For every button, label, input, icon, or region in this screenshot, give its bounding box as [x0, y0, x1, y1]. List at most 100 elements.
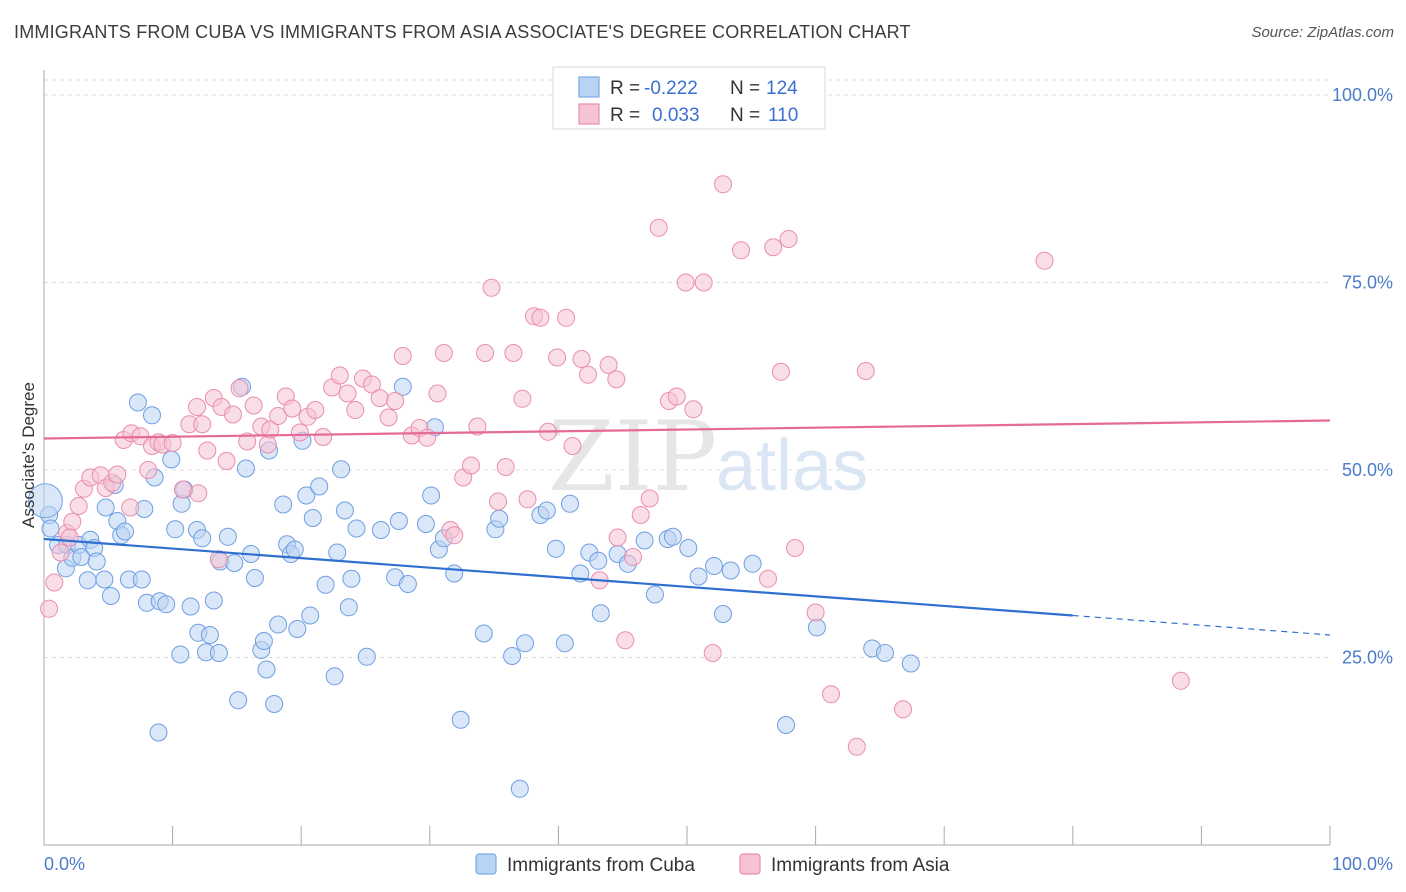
cuba-point	[807, 618, 826, 637]
cuba-point	[663, 527, 682, 546]
asia-point	[224, 405, 242, 424]
cuba-point	[635, 531, 654, 550]
cuba-point	[257, 660, 276, 679]
cuba-point	[347, 519, 366, 538]
legend-n-label-cuba: N =	[730, 78, 760, 99]
asia-point	[238, 432, 257, 451]
bottom-legend-label-asia: Immigrants from Asia	[771, 855, 950, 876]
asia-point	[496, 458, 515, 476]
axes	[43, 70, 1331, 846]
cuba-point	[269, 615, 288, 634]
asia-point	[370, 389, 389, 407]
cuba-point	[166, 520, 185, 539]
y-tick-label-3: 100.0%	[1332, 85, 1393, 105]
asia-point	[258, 435, 277, 454]
cuba-point	[416, 515, 435, 533]
cuba-point	[510, 779, 529, 798]
asia-point	[579, 365, 597, 384]
cuba-point	[516, 634, 534, 653]
asia-point	[557, 308, 576, 327]
legend-n-value-cuba: 124	[766, 78, 798, 99]
cuba-point	[132, 570, 151, 589]
asia-point	[209, 550, 228, 569]
cuba-point	[95, 570, 114, 589]
asia-point	[121, 498, 140, 517]
asia-point	[244, 396, 263, 415]
cuba-point	[537, 501, 556, 520]
asia-point	[217, 452, 236, 470]
cuba-point	[236, 459, 255, 478]
cuba-point	[561, 494, 579, 513]
asia-point	[362, 375, 381, 394]
chart-source: Source: ZipAtlas.com	[1251, 24, 1394, 41]
legend-swatch-asia	[578, 103, 600, 125]
cuba-point	[876, 644, 894, 662]
asia-point	[624, 548, 642, 566]
cuba-point	[41, 519, 60, 538]
asia-point	[631, 506, 650, 524]
asia-point	[482, 278, 501, 297]
asia-point	[531, 308, 550, 327]
legend-r-label-cuba: R =	[610, 78, 640, 99]
asia-point	[694, 273, 713, 292]
asia-point	[518, 490, 537, 509]
asia-point	[108, 465, 127, 484]
cuba-point	[451, 710, 470, 729]
chart-title: IMMIGRANTS FROM CUBA VS IMMIGRANTS FROM …	[14, 22, 911, 42]
asia-point	[847, 737, 866, 756]
asia-point	[607, 370, 626, 389]
cuba-point	[162, 450, 181, 469]
cuba-point	[265, 695, 284, 713]
cuba-point	[705, 557, 723, 575]
cuba-point	[357, 647, 376, 666]
asia-point	[599, 356, 618, 374]
asia-point	[1035, 251, 1054, 270]
asia-point	[703, 644, 722, 662]
cuba-point	[777, 716, 795, 734]
data-points	[27, 175, 1190, 798]
cuba-point	[389, 512, 408, 530]
cuba-point	[393, 377, 412, 396]
cuba-point	[274, 495, 293, 514]
asia-point	[649, 218, 668, 237]
asia-point	[290, 423, 309, 442]
cuba-point	[325, 667, 344, 686]
asia-point	[764, 238, 783, 257]
cuba-point	[714, 605, 732, 623]
legend-n-value-asia: 110	[768, 105, 798, 126]
cuba-point	[316, 575, 335, 594]
cuba-point	[101, 587, 120, 605]
cuba-point	[149, 723, 168, 742]
asia-point	[616, 631, 635, 650]
asia-point	[806, 603, 825, 622]
asia-point	[489, 492, 507, 511]
cuba-point	[116, 522, 134, 541]
cuba-point	[303, 509, 322, 527]
asia-point	[51, 543, 70, 562]
asia-point	[269, 407, 288, 425]
cuba-point	[96, 498, 115, 517]
cuba-point	[285, 540, 304, 559]
asia-point	[379, 408, 398, 427]
y-tick-label-2: 75.0%	[1342, 273, 1393, 293]
cuba-point	[398, 575, 417, 593]
asia-point	[40, 599, 59, 618]
cuba-trend-line	[43, 537, 1073, 617]
watermark-atlas: atlas	[716, 426, 868, 506]
asia-point	[759, 569, 777, 588]
asia-point	[714, 175, 732, 194]
legend-r-value-cuba: -0.222	[644, 78, 698, 99]
cuba-point	[87, 552, 106, 571]
legend-swatch-cuba	[578, 76, 600, 98]
asia-point	[283, 399, 302, 418]
cuba-point	[371, 521, 390, 539]
asia-point	[45, 573, 64, 592]
stats-legend: R = -0.222 N = 124 R = 0.033 N = 110	[552, 66, 826, 130]
cuba-point	[555, 634, 574, 653]
y-tick-label-1: 50.0%	[1342, 460, 1393, 480]
asia-point	[346, 401, 365, 419]
bottom-legend-swatch-asia	[739, 853, 761, 875]
y-tick-labels: 25.0% 50.0% 75.0% 100.0%	[1332, 85, 1393, 668]
asia-point	[856, 362, 875, 380]
asia-point	[468, 417, 487, 436]
